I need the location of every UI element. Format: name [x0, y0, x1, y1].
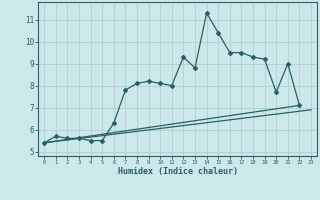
X-axis label: Humidex (Indice chaleur): Humidex (Indice chaleur) [118, 167, 238, 176]
